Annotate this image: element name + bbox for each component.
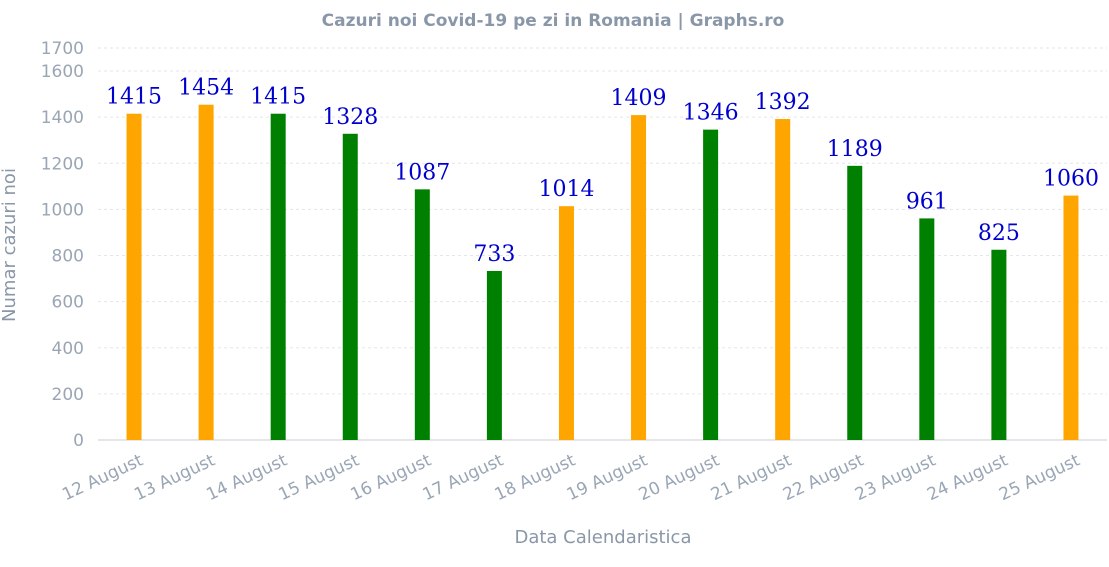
x-tick-label: 12 August xyxy=(59,450,146,505)
y-tick-label: 0 xyxy=(73,431,84,451)
x-axis-title: Data Calendaristica xyxy=(514,527,691,548)
data-label: 1346 xyxy=(683,101,739,126)
x-tick-label: 13 August xyxy=(131,450,218,505)
x-tick-label: 17 August xyxy=(420,450,507,505)
x-tick-label: 22 August xyxy=(780,450,867,505)
y-axis-title: Numar cazuri noi xyxy=(0,168,20,322)
y-tick-label: 200 xyxy=(52,385,84,405)
data-label: 1409 xyxy=(611,86,667,111)
x-tick-label: 24 August xyxy=(924,450,1011,505)
y-tick-label: 1600 xyxy=(41,62,84,82)
bar xyxy=(991,249,1007,440)
data-label: 1060 xyxy=(1043,167,1099,192)
bar xyxy=(775,119,791,440)
x-tick-label: 20 August xyxy=(636,450,723,505)
y-tick-label: 1400 xyxy=(41,108,84,128)
data-label: 825 xyxy=(978,221,1020,246)
x-tick-label: 16 August xyxy=(348,450,435,505)
bar xyxy=(847,165,863,441)
bar xyxy=(631,115,647,441)
y-tick-label: 800 xyxy=(52,247,84,267)
chart-title: Cazuri noi Covid-19 pe zi in Romania | G… xyxy=(322,11,785,31)
y-tick-label: 400 xyxy=(52,339,84,359)
bar xyxy=(703,129,719,440)
bar xyxy=(558,206,574,440)
data-label: 1454 xyxy=(178,76,234,101)
x-tick-label: 25 August xyxy=(996,450,1083,505)
x-tick-label: 21 August xyxy=(708,450,795,505)
data-label: 1087 xyxy=(394,160,450,185)
data-label: 1415 xyxy=(106,85,162,110)
y-tick-label: 600 xyxy=(52,293,84,313)
bar xyxy=(1063,195,1079,440)
data-label: 1415 xyxy=(250,85,306,110)
y-tick-label: 1200 xyxy=(41,154,84,174)
x-tick-label: 19 August xyxy=(564,450,651,505)
bar xyxy=(270,113,286,440)
data-labels: 1415 1454 1415 1328 1087 733 1014 1409 1346 1392 1… xyxy=(106,76,1099,267)
data-label: 1328 xyxy=(322,105,378,130)
data-label: 1392 xyxy=(755,90,811,115)
data-label: 961 xyxy=(906,189,948,214)
y-tick-label: 1700 xyxy=(41,39,84,59)
bar xyxy=(342,133,358,441)
bar xyxy=(414,189,430,440)
grid xyxy=(98,47,1107,395)
x-tick-label: 18 August xyxy=(492,450,579,505)
y-axis-ticks: 0 200 400 600 800 1000 1200 1400 1600 1700 xyxy=(41,39,84,451)
data-label: 1189 xyxy=(827,137,883,162)
x-tick-label: 15 August xyxy=(275,450,362,505)
bar xyxy=(126,113,142,440)
data-label: 1014 xyxy=(538,177,594,202)
bar xyxy=(919,218,935,440)
bar xyxy=(486,270,502,440)
bars xyxy=(126,104,1079,441)
bar xyxy=(198,104,214,441)
x-tick-label: 23 August xyxy=(852,450,939,505)
data-label: 733 xyxy=(473,242,515,267)
y-tick-label: 1000 xyxy=(41,200,84,220)
x-tick-label: 14 August xyxy=(203,450,290,505)
